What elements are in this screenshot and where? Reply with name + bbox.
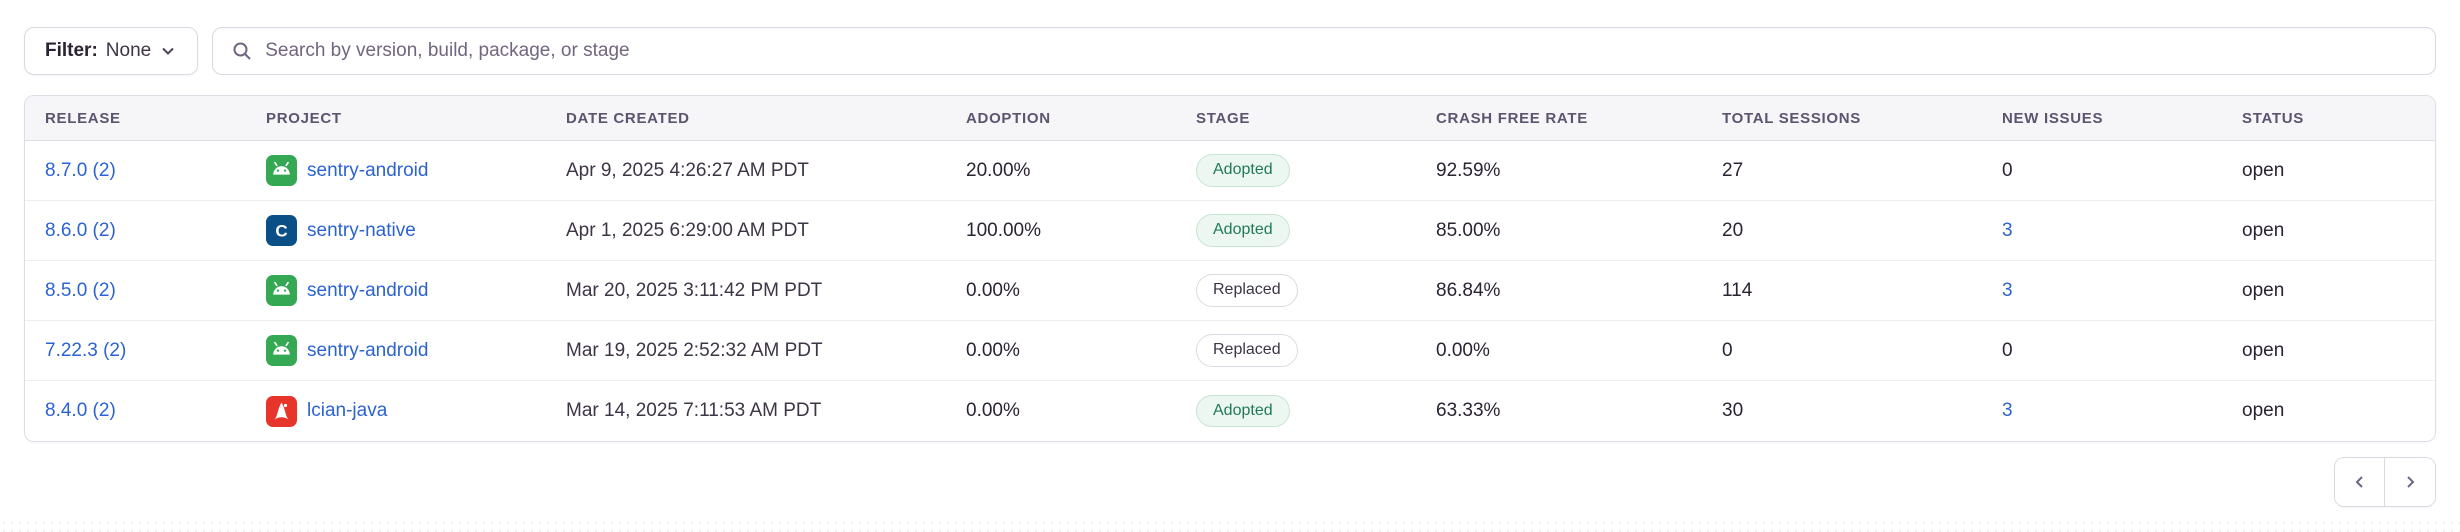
- column-header-status: Status: [2242, 109, 2304, 127]
- crash-free-rate-value: 0.00%: [1436, 339, 1490, 361]
- status-value: open: [2242, 400, 2285, 421]
- table-row: 8.5.0 (2) sentry-android Mar 20, 2025 3:…: [25, 261, 2435, 321]
- date-created-value: Apr 9, 2025 4:26:27 AM PDT: [566, 159, 809, 181]
- release-link[interactable]: 8.5.0 (2): [45, 279, 116, 302]
- crash-free-rate-value: 86.84%: [1436, 279, 1501, 301]
- new-issues-count: 0: [2002, 159, 2013, 181]
- total-sessions-value: 27: [1722, 159, 1744, 181]
- crash-free-rate-value: 85.00%: [1436, 219, 1501, 241]
- platform-icon-android: [266, 275, 297, 306]
- platform-icon-java: [266, 395, 297, 427]
- platform-icon-c: C: [266, 215, 297, 246]
- previous-page-button[interactable]: [2335, 458, 2385, 506]
- table-body: 8.7.0 (2) sentry-android Apr 9, 2025 4:2…: [25, 141, 2435, 441]
- column-header-release: Release: [45, 109, 121, 127]
- adoption-value: 0.00%: [966, 400, 1020, 421]
- column-header-stage: Stage: [1196, 109, 1251, 127]
- search-bar[interactable]: [212, 27, 2436, 75]
- status-value: open: [2242, 219, 2285, 241]
- platform-icon-android: [266, 155, 297, 186]
- new-issues-count: 0: [2002, 339, 2013, 361]
- stage-badge: Adopted: [1196, 154, 1290, 187]
- svg-text:C: C: [275, 222, 287, 241]
- adoption-value: 100.00%: [966, 219, 1042, 241]
- project-link[interactable]: sentry-native: [307, 219, 416, 241]
- release-link[interactable]: 7.22.3 (2): [45, 339, 127, 362]
- column-header-crash-free-rate: Crash Free Rate: [1436, 109, 1588, 127]
- new-issues-count[interactable]: 3: [2002, 219, 2013, 241]
- total-sessions-value: 30: [1722, 400, 1744, 421]
- next-page-button[interactable]: [2385, 458, 2435, 506]
- stage-badge: Replaced: [1196, 334, 1298, 367]
- table-row: 8.6.0 (2) C sentry-native Apr 1, 2025 6:…: [25, 201, 2435, 261]
- status-value: open: [2242, 159, 2285, 181]
- releases-table: Release Project Date Created Adoption St…: [24, 95, 2436, 442]
- crash-free-rate-value: 63.33%: [1436, 400, 1501, 421]
- table-header-row: Release Project Date Created Adoption St…: [25, 96, 2435, 141]
- stage-badge: Adopted: [1196, 394, 1290, 428]
- background-dot-pattern: [0, 519, 2460, 532]
- column-header-project: Project: [266, 109, 342, 127]
- adoption-value: 20.00%: [966, 159, 1031, 181]
- chevron-right-icon: [2407, 476, 2415, 488]
- date-created-value: Mar 14, 2025 7:11:53 AM PDT: [566, 400, 822, 421]
- project-link[interactable]: sentry-android: [307, 339, 429, 361]
- chevron-down-icon: [162, 47, 174, 55]
- total-sessions-value: 0: [1722, 339, 1733, 361]
- platform-icon-android: [266, 335, 297, 366]
- crash-free-rate-value: 92.59%: [1436, 159, 1501, 181]
- status-value: open: [2242, 339, 2285, 361]
- new-issues-count[interactable]: 3: [2002, 400, 2013, 421]
- table-row: 8.4.0 (2) lcian-java Mar 14, 2025 7:11:5…: [25, 381, 2435, 441]
- table-row: 8.7.0 (2) sentry-android Apr 9, 2025 4:2…: [25, 141, 2435, 201]
- column-header-total-sessions: Total Sessions: [1722, 109, 1861, 127]
- new-issues-count[interactable]: 3: [2002, 279, 2013, 301]
- filter-label: Filter:: [45, 40, 98, 61]
- total-sessions-value: 114: [1722, 279, 1753, 301]
- column-header-date-created: Date Created: [566, 109, 690, 127]
- toolbar: Filter: None: [24, 27, 2436, 75]
- date-created-value: Apr 1, 2025 6:29:00 AM PDT: [566, 219, 809, 241]
- project-link[interactable]: sentry-android: [307, 279, 429, 301]
- date-created-value: Mar 19, 2025 2:52:32 AM PDT: [566, 339, 823, 361]
- release-link[interactable]: 8.6.0 (2): [45, 219, 116, 242]
- date-created-value: Mar 20, 2025 3:11:42 PM PDT: [566, 279, 823, 301]
- release-link[interactable]: 8.4.0 (2): [45, 400, 116, 422]
- stage-badge: Replaced: [1196, 274, 1298, 307]
- search-icon: [233, 42, 251, 60]
- total-sessions-value: 20: [1722, 219, 1744, 241]
- column-header-new-issues: New Issues: [2002, 109, 2104, 127]
- filter-dropdown[interactable]: Filter: None: [24, 27, 199, 75]
- search-input[interactable]: [265, 40, 2417, 62]
- releases-page: Filter: None Release Project Date Create…: [24, 27, 2436, 507]
- status-value: open: [2242, 279, 2285, 301]
- column-header-adoption: Adoption: [966, 109, 1051, 127]
- pagination: [24, 457, 2436, 507]
- project-link[interactable]: sentry-android: [307, 159, 429, 181]
- release-link[interactable]: 8.7.0 (2): [45, 159, 116, 182]
- table-row: 7.22.3 (2) sentry-android Mar 19, 2025 2…: [25, 321, 2435, 381]
- project-link[interactable]: lcian-java: [307, 400, 388, 421]
- adoption-value: 0.00%: [966, 339, 1020, 361]
- stage-badge: Adopted: [1196, 214, 1290, 247]
- adoption-value: 0.00%: [966, 279, 1020, 301]
- filter-value: None: [105, 40, 152, 61]
- chevron-left-icon: [2355, 476, 2363, 488]
